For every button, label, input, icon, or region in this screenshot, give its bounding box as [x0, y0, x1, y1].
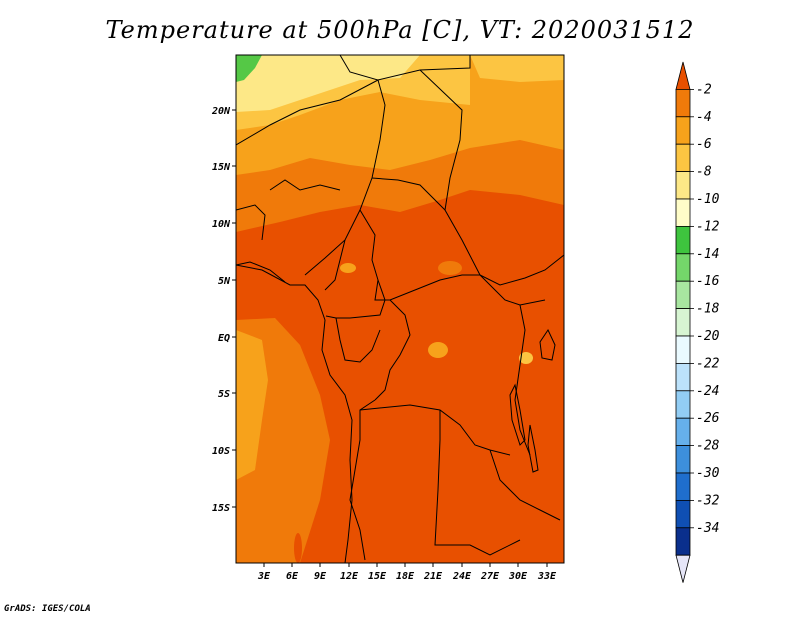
lon-axis: 3E 6E 9E 12E 15E 18E 21E 24E 27E 30E 33E	[257, 563, 557, 582]
colorbar-segment	[675, 499, 691, 529]
lat-label-20n: 20N	[211, 106, 231, 117]
lon-label-3e: 3E	[257, 571, 271, 582]
lon-label-15e: 15E	[368, 571, 387, 582]
colorbar: -2 -4 -6 -8 -10 -12 -14 -16 -18 -20 -22 -24 -26 -28 -3…	[675, 61, 720, 583]
colorbar-segment	[675, 308, 691, 337]
colorbar-label: -28	[696, 439, 720, 454]
lat-label-eq: EQ	[218, 333, 230, 344]
lon-label-33e: 33E	[537, 571, 557, 582]
field-north-pale	[236, 55, 420, 112]
lon-label-9e: 9E	[314, 571, 327, 582]
colorbar-label: -30	[696, 466, 720, 481]
colorbar-bottom-arrow	[675, 554, 691, 583]
colorbar-segment	[675, 171, 691, 200]
field-northwest-green	[236, 55, 262, 82]
colorbar-segment	[675, 390, 691, 419]
colorbar-segment	[675, 472, 691, 501]
colorbar-segment	[675, 417, 691, 447]
colorbar-label: -16	[696, 274, 720, 289]
chart-title: Temperature at 500hPa [C], VT: 202003151…	[105, 16, 695, 44]
colorbar-label: -2	[696, 82, 712, 97]
colorbar-label: -22	[696, 356, 720, 371]
lon-label-24e: 24E	[452, 571, 472, 582]
colorbar-label: -8	[696, 165, 712, 180]
lat-label-15s: 15S	[212, 503, 230, 514]
colorbar-segment	[675, 253, 691, 282]
colorbar-label: -6	[696, 137, 712, 152]
colorbar-segment	[675, 143, 691, 172]
country-borders	[236, 55, 564, 561]
colorbar-label: -4	[696, 110, 712, 125]
colorbar-label: -18	[696, 302, 720, 317]
lon-label-18e: 18E	[396, 571, 415, 582]
colorbar-label: -34	[696, 521, 719, 536]
colorbar-label: -26	[696, 411, 720, 426]
patch-4	[519, 352, 533, 364]
lat-label-15n: 15N	[212, 162, 231, 173]
lat-label-5n: 5N	[218, 276, 231, 287]
map-frame	[235, 54, 565, 564]
colorbar-segment	[675, 280, 691, 310]
lat-label-5s: 5S	[218, 389, 230, 400]
colorbar-label: -10	[696, 192, 720, 207]
colorbar-segment	[675, 225, 691, 255]
lat-label-10n: 10N	[212, 219, 231, 230]
lat-axis: 20N 15N 10N 5N EQ 5S 10S 15S	[211, 106, 236, 514]
colorbar-segment	[675, 198, 691, 227]
colorbar-label: -32	[696, 493, 720, 508]
colorbar-top-arrow	[675, 61, 691, 90]
patch-5	[294, 533, 302, 563]
patch-2	[340, 263, 356, 273]
colorbar-segment	[675, 362, 691, 392]
patch-1	[438, 261, 462, 275]
temperature-field	[236, 55, 564, 563]
lon-label-21e: 21E	[423, 571, 443, 582]
footer-credit: GrADS: IGES/COLA	[4, 604, 91, 614]
lon-label-12e: 12E	[340, 571, 359, 582]
colorbar-segment	[675, 335, 691, 364]
colorbar-label: -12	[696, 219, 720, 234]
field-northeast-light	[470, 55, 564, 82]
lat-label-10s: 10S	[212, 446, 230, 457]
lon-label-30e: 30E	[508, 571, 528, 582]
colorbar-segment	[675, 89, 691, 118]
patch-3	[428, 342, 448, 358]
colorbar-segment	[675, 116, 691, 145]
lon-label-6e: 6E	[286, 571, 299, 582]
lon-label-27e: 27E	[480, 571, 500, 582]
colorbar-segment	[675, 445, 691, 474]
colorbar-label: -20	[696, 329, 720, 344]
colorbar-label: -14	[696, 247, 719, 262]
colorbar-label: -24	[696, 384, 719, 399]
coastline	[236, 264, 353, 563]
field-west-light	[236, 330, 268, 480]
lakes	[509, 328, 556, 473]
colorbar-segment	[675, 527, 691, 556]
